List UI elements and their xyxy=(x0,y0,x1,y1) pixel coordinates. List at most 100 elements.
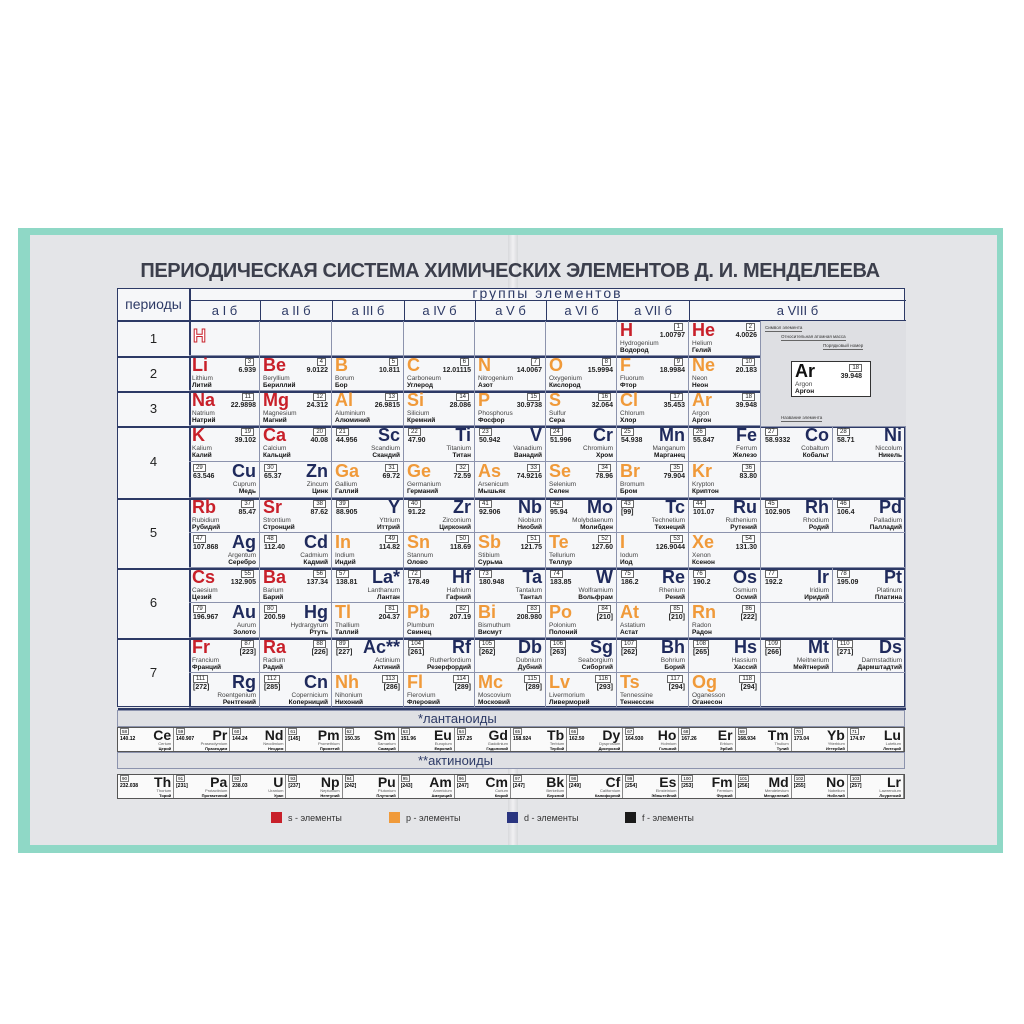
element-cell[interactable]: Lv 116 [293] Livermorium Ливерморий xyxy=(546,673,617,708)
element-cell[interactable]: Cf 98 [249] Californium Калифорний xyxy=(567,775,624,798)
element-cell[interactable]: Ho 67 164.930 Holmium Гольмий xyxy=(623,728,680,751)
element-cell[interactable]: N 7 14.0067 Nitrogenium Азот xyxy=(475,356,546,391)
element-cell[interactable]: B 5 10.811 Borum Бор xyxy=(332,356,404,391)
element-cell[interactable]: H 1 1.00797 Hydrogenium Водород xyxy=(617,321,689,356)
element-cell[interactable]: Ge 32 72.59 Germanium Германий xyxy=(404,462,475,498)
element-cell[interactable]: Be 4 9.0122 Beryllium Бериллий xyxy=(260,356,332,391)
element-cell[interactable]: Cl 17 35.453 Chlorum Хлор xyxy=(617,391,689,426)
element-cell[interactable]: Fm 100 [253] Fermium Фермий xyxy=(679,775,736,798)
element-cell[interactable]: Lu 71 174.97 Lutetium Лютеций xyxy=(848,728,904,751)
element-cell[interactable]: In 49 114.82 Indium Индий xyxy=(332,533,404,568)
element-cell[interactable]: Ti 22 47.90 Titanium Титан xyxy=(404,426,475,462)
element-cell[interactable]: Am 95 [243] Americium Америций xyxy=(399,775,455,798)
element-cell[interactable]: Al 13 26.9815 Aluminium Алюминий xyxy=(332,391,404,426)
element-cell[interactable]: Tb 65 158.924 Terbium Тербий xyxy=(511,728,568,751)
element-cell[interactable]: Sb 51 121.75 Stibium Сурьма xyxy=(475,533,546,568)
element-cell[interactable]: Fe 26 55.847 Ferrum Железо xyxy=(689,426,761,462)
element-cell[interactable]: S 16 32.064 Sulfur Сера xyxy=(546,391,617,426)
element-cell[interactable]: Er 68 167.26 Erbium Эрбий xyxy=(679,728,736,751)
element-cell[interactable]: Re 75 186.2 Rhenium Рений xyxy=(617,568,689,603)
element-cell[interactable]: Mg 12 24.312 Magnesium Магний xyxy=(260,391,332,426)
element-cell[interactable]: Ni 28 58.71 Niccolum Никель xyxy=(833,426,906,462)
element-cell[interactable]: Nh 113 [286] Nihonium Нихоний xyxy=(332,673,404,708)
element-cell[interactable]: Pa 91 [231] Protactinium Протактиний xyxy=(174,775,231,798)
element-cell[interactable]: P 15 30.9738 Phosphorus Фосфор xyxy=(475,391,546,426)
element-cell[interactable]: Pb 82 207.19 Plumbum Свинец xyxy=(404,603,475,638)
element-cell[interactable]: Pu 94 [242] Plutonium Плутоний xyxy=(343,775,399,798)
element-cell[interactable]: He 2 4.0026 Helium Гелий xyxy=(689,321,761,356)
element-cell[interactable]: Hs 108 [265] Hassium Хассий xyxy=(689,638,761,673)
element-cell[interactable]: Mn 25 54.938 Manganum Марганец xyxy=(617,426,689,462)
element-cell[interactable]: Si 14 28.086 Silicium Кремний xyxy=(404,391,475,426)
element-cell[interactable]: Mc 115 [289] Moscovium Московий xyxy=(475,673,546,708)
element-cell[interactable]: Cr 24 51.996 Chromium Хром xyxy=(546,426,617,462)
element-cell[interactable]: Fl 114 [289] Flerovium Флеровий xyxy=(404,673,475,708)
element-cell[interactable]: Hg 80 200.59 Hydrargyrum Ртуть xyxy=(260,603,332,638)
element-cell[interactable]: Sg 106 [263] Seaborgium Сиборгий xyxy=(546,638,617,673)
element-cell[interactable]: Tm 69 168.934 Thulium Тулий xyxy=(736,728,792,751)
element-cell[interactable]: Fr 87 [223] Francium Франций xyxy=(189,638,260,673)
element-cell[interactable]: Rb 37 85.47 Rubidium Рубидий xyxy=(189,498,260,533)
element-cell[interactable]: La* 57 138.81 Lanthanum Лантан xyxy=(332,568,404,603)
element-cell[interactable]: Ra 88 [226] Radium Радий xyxy=(260,638,332,673)
element-cell[interactable]: Og 118 [294] Oganesson Оганесон xyxy=(689,673,761,708)
element-cell[interactable]: Ts 117 [294] Tennessine Теннессин xyxy=(617,673,689,708)
element-cell[interactable]: Zr 40 91.22 Zirconium Цирконий xyxy=(404,498,475,533)
element-cell[interactable]: Ga 31 69.72 Gallium Галлий xyxy=(332,462,404,498)
element-cell[interactable]: As 33 74.9216 Arsenicum Мышьяк xyxy=(475,462,546,498)
element-cell[interactable]: Ca 20 40.08 Calcium Кальций xyxy=(260,426,332,462)
element-cell[interactable]: Pr 59 140.907 Praseodymium Празеодим xyxy=(174,728,231,751)
element-cell[interactable]: Eu 63 151.96 Europium Европий xyxy=(399,728,455,751)
element-cell[interactable]: Yb 70 173.04 Ytterbium Иттербий xyxy=(792,728,848,751)
element-cell[interactable]: U 92 238.03 Uranium Уран xyxy=(230,775,287,798)
element-cell[interactable]: Th 90 232.038 Thorium Торий xyxy=(118,775,175,798)
element-cell[interactable]: Mt 109 [266] Meitnerium Мейтнерий xyxy=(761,638,833,673)
element-cell[interactable]: No 102 [255] Nobelium Нобелий xyxy=(792,775,848,798)
element-cell[interactable]: Os 76 190.2 Osmium Осмий xyxy=(689,568,761,603)
element-cell[interactable]: O 8 15.9994 Oxygenium Кислород xyxy=(546,356,617,391)
element-cell[interactable]: Pd 46 106.4 Palladium Палладий xyxy=(833,498,906,533)
element-cell[interactable]: K 19 39.102 Kalium Калий xyxy=(189,426,260,462)
element-cell[interactable]: Bi 83 208.980 Bismuthum Висмут xyxy=(475,603,546,638)
element-cell[interactable]: Rg 111 [272] Roentgenium Рентгений xyxy=(189,673,260,708)
element-cell[interactable]: Ce 58 140.12 Cerium Церий xyxy=(118,728,175,751)
element-cell[interactable]: W 74 183.85 Wolframium Вольфрам xyxy=(546,568,617,603)
element-cell[interactable]: Au 79 196.967 Aurum Золото xyxy=(189,603,260,638)
element-cell[interactable]: Zn 30 65.37 Zincum Цинк xyxy=(260,462,332,498)
element-cell[interactable]: Y 39 88.905 Yttrium Иттрий xyxy=(332,498,404,533)
element-cell[interactable]: Hf 72 178.49 Hafnium Гафний xyxy=(404,568,475,603)
element-cell[interactable]: Pt 78 195.09 Platinum Платина xyxy=(833,568,906,603)
element-cell[interactable]: Ru 44 101.07 Ruthenium Рутений xyxy=(689,498,761,533)
element-cell[interactable]: Bk 97 [247] Berkelium Берклий xyxy=(511,775,568,798)
element-cell[interactable]: Tc 43 [99] Technetium Технеций xyxy=(617,498,689,533)
element-cell[interactable]: Pm 61 [145] Promethium Прометий xyxy=(286,728,343,751)
element-cell[interactable]: Ba 56 137.34 Barium Барий xyxy=(260,568,332,603)
element-cell[interactable]: Ne 10 20.183 Neon Неон xyxy=(689,356,761,391)
element-cell[interactable]: Ar 18 39.948 Argon Аргон xyxy=(689,391,761,426)
element-cell[interactable]: C 6 12.01115 Carboneum Углерод xyxy=(404,356,475,391)
element-cell[interactable]: Li 3 6.939 Lithium Литий xyxy=(189,356,260,391)
element-cell[interactable]: Rn 86 [222] Radon Радон xyxy=(689,603,761,638)
element-cell[interactable]: Bh 107 [262] Bohrium Борий xyxy=(617,638,689,673)
element-cell[interactable]: Np 93 [237] Neptunium Нептуний xyxy=(286,775,343,798)
element-cell[interactable]: Rh 45 102.905 Rhodium Родий xyxy=(761,498,833,533)
element-cell[interactable]: Na 11 22.9898 Natrium Натрий xyxy=(189,391,260,426)
element-cell[interactable]: Sr 38 87.62 Strontium Стронций xyxy=(260,498,332,533)
element-cell[interactable]: Co 27 58.9332 Cobaltum Кобальт xyxy=(761,426,833,462)
element-cell[interactable]: Nb 41 92.906 Niobium Ниобий xyxy=(475,498,546,533)
element-cell[interactable]: Ac** 89 [227] Actinium Актиний xyxy=(332,638,404,673)
element-cell[interactable]: Es 99 [254] Einsteinium Эйнштейний xyxy=(623,775,680,798)
element-cell[interactable]: Db 105 [262] Dubnium Дубний xyxy=(475,638,546,673)
element-cell[interactable]: Tl 81 204.37 Thallium Таллий xyxy=(332,603,404,638)
element-cell[interactable]: Kr 36 83.80 Krypton Криптон xyxy=(689,462,761,498)
element-cell[interactable]: I 53 126.9044 Iodum Иод xyxy=(617,533,689,568)
element-cell[interactable]: Sn 50 118.69 Stannum Олово xyxy=(404,533,475,568)
element-cell[interactable]: Se 34 78.96 Selenium Селен xyxy=(546,462,617,498)
element-cell[interactable]: Sm 62 150.35 Samarium Самарий xyxy=(343,728,399,751)
element-cell[interactable]: Te 52 127.60 Tellurium Теллур xyxy=(546,533,617,568)
element-cell[interactable]: Ta 73 180.948 Tantalum Тантал xyxy=(475,568,546,603)
element-cell[interactable]: Ag 47 107.868 Argentum Серебро xyxy=(189,533,260,568)
element-cell[interactable]: Lr 103 [257] Lawrencium Лоуренсий xyxy=(848,775,904,798)
element-cell[interactable]: Cm 96 [247] Curium Кюрий xyxy=(455,775,511,798)
element-cell[interactable]: V 23 50.942 Vanadium Ванадий xyxy=(475,426,546,462)
